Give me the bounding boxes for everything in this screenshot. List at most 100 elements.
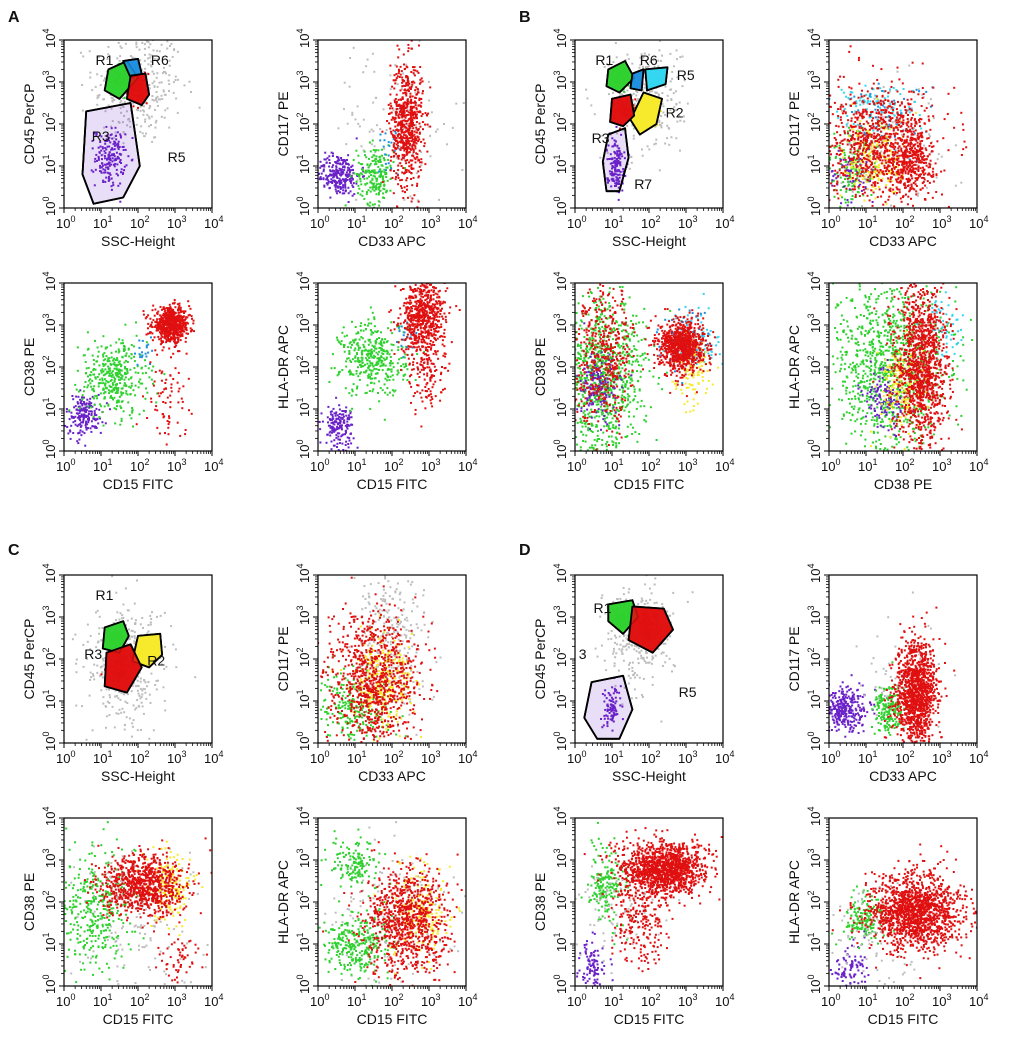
event-dot bbox=[386, 166, 389, 169]
event-dot bbox=[70, 424, 73, 427]
event-dot bbox=[425, 314, 428, 317]
event-dot bbox=[322, 178, 325, 181]
event-dot bbox=[155, 119, 158, 122]
event-dot bbox=[154, 121, 157, 124]
event-dot bbox=[385, 169, 387, 172]
event-dot bbox=[159, 98, 162, 101]
event-dot bbox=[352, 339, 354, 342]
y-tick-label: 104 bbox=[295, 272, 312, 291]
event-dot bbox=[429, 399, 432, 402]
event-dot bbox=[124, 376, 127, 379]
y-tick-label: 104 bbox=[41, 272, 58, 291]
event-dot bbox=[422, 368, 425, 371]
event-dot bbox=[406, 100, 409, 103]
event-dot bbox=[331, 155, 334, 157]
event-dot bbox=[323, 158, 326, 161]
event-dot bbox=[137, 106, 139, 109]
event-dot bbox=[353, 172, 356, 175]
event-dot bbox=[106, 135, 109, 138]
event-dot bbox=[420, 360, 423, 363]
event-dot bbox=[359, 364, 362, 366]
event-dot bbox=[606, 151, 609, 154]
event-dot bbox=[404, 167, 406, 170]
event-dot bbox=[433, 289, 435, 292]
event-dot bbox=[107, 367, 110, 370]
event-dot bbox=[389, 127, 392, 130]
event-dot bbox=[155, 320, 158, 323]
event-dot bbox=[403, 198, 406, 201]
event-dot bbox=[348, 439, 351, 442]
event-dot bbox=[376, 372, 379, 374]
event-dot bbox=[372, 365, 375, 368]
event-dot bbox=[131, 137, 134, 139]
event-dot bbox=[369, 352, 372, 355]
event-dot bbox=[402, 92, 405, 95]
y-tick-label: 100 bbox=[41, 197, 58, 216]
event-dot bbox=[78, 415, 81, 418]
event-dot bbox=[140, 68, 143, 71]
event-dot bbox=[423, 309, 426, 312]
event-dot bbox=[158, 327, 160, 330]
event-dot bbox=[177, 337, 180, 340]
event-dot bbox=[339, 416, 342, 419]
event-dot bbox=[167, 320, 170, 323]
event-dot bbox=[417, 335, 420, 338]
event-dot bbox=[368, 339, 371, 342]
event-dot bbox=[348, 178, 351, 181]
event-dot bbox=[108, 175, 110, 178]
event-dot bbox=[113, 144, 116, 147]
event-dot bbox=[408, 295, 411, 298]
event-dot bbox=[437, 326, 440, 328]
event-dot bbox=[420, 319, 423, 322]
event-dot bbox=[340, 413, 343, 416]
event-dot bbox=[352, 182, 355, 185]
event-dot bbox=[379, 189, 381, 192]
event-dot bbox=[400, 104, 403, 107]
event-dot bbox=[177, 401, 180, 404]
event-dot bbox=[113, 136, 116, 139]
event-dot bbox=[163, 320, 166, 323]
event-dot bbox=[153, 80, 156, 83]
event-dot bbox=[167, 79, 170, 82]
event-dot bbox=[166, 40, 169, 43]
event-dot bbox=[151, 70, 154, 73]
event-dot bbox=[172, 91, 175, 94]
event-dot bbox=[319, 441, 322, 444]
event-dot bbox=[363, 197, 366, 200]
event-dot bbox=[416, 372, 419, 375]
event-dot bbox=[109, 344, 112, 347]
event-dot bbox=[412, 361, 415, 364]
event-dot bbox=[390, 111, 393, 114]
event-dot bbox=[431, 398, 434, 400]
event-dot bbox=[99, 84, 102, 87]
event-dot bbox=[404, 362, 407, 365]
event-dot bbox=[330, 448, 333, 451]
event-dot bbox=[121, 387, 124, 390]
event-dot bbox=[97, 158, 100, 161]
event-dot bbox=[371, 178, 374, 181]
event-dot bbox=[119, 200, 122, 203]
event-dot bbox=[91, 405, 94, 408]
event-dot bbox=[426, 150, 429, 153]
event-dot bbox=[112, 383, 114, 386]
event-dot bbox=[348, 174, 351, 177]
event-dot bbox=[388, 368, 391, 371]
event-dot bbox=[117, 351, 120, 354]
event-dot bbox=[341, 434, 344, 437]
event-dot bbox=[408, 122, 411, 125]
event-dot bbox=[366, 353, 369, 356]
event-dot bbox=[644, 60, 647, 63]
event-dot bbox=[415, 332, 418, 334]
event-dot bbox=[81, 109, 84, 112]
event-dot bbox=[414, 413, 417, 416]
event-dot bbox=[409, 302, 412, 305]
event-dot bbox=[391, 176, 394, 179]
cluster-red-4 bbox=[142, 299, 195, 355]
event-dot bbox=[413, 342, 416, 345]
event-dot bbox=[115, 341, 118, 344]
event-dot bbox=[358, 125, 361, 128]
event-dot bbox=[163, 116, 166, 119]
event-dot bbox=[413, 316, 416, 318]
event-dot bbox=[423, 350, 426, 353]
event-dot bbox=[122, 149, 125, 151]
